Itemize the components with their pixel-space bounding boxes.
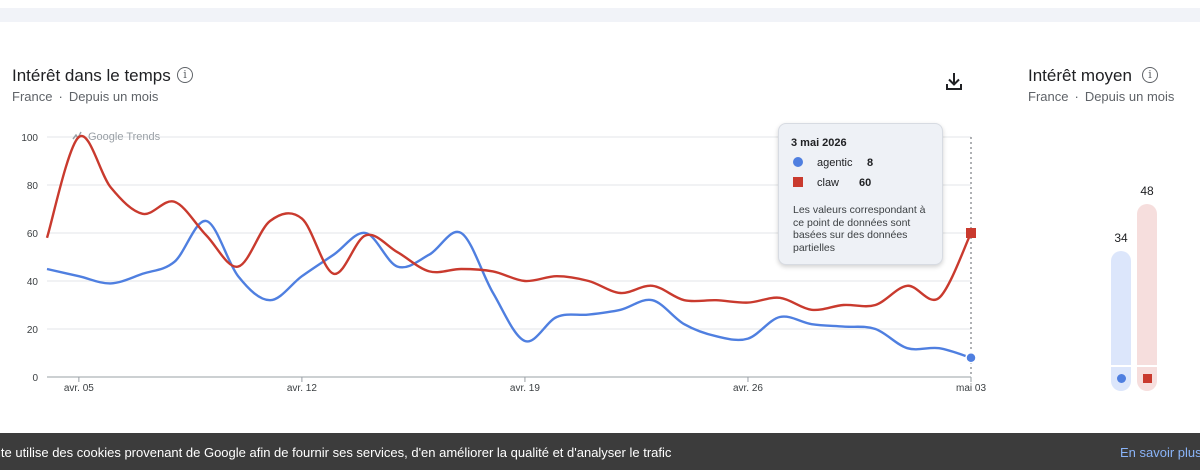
trends-logo-icon [72,131,82,140]
top-band [0,0,1200,22]
series-group [45,134,973,359]
separator: · [1074,89,1079,104]
y-tick-label: 20 [27,325,39,336]
series-line-agentic [46,219,972,359]
interest-over-time-subtitle: France · Depuis un mois [12,89,158,104]
tooltip-value: 8 [867,157,874,169]
x-tick-label: avr. 12 [287,383,317,394]
info-icon[interactable]: i [177,67,193,83]
tooltip-term: claw [817,177,840,189]
hover-point-claw [966,228,976,238]
tooltip-row-claw: claw 60 [793,177,871,189]
tooltip-row-agentic: agentic 8 [793,157,873,169]
period-label: Depuis un mois [1084,89,1175,104]
average-interest-subtitle: France · Depuis un mois [1028,89,1174,104]
average-value: 48 [1140,184,1154,198]
interest-chart: 100 80 60 40 20 0 avr. 05 avr. 12 avr. 19 avr. 2… [21,131,986,394]
region-label: France [1028,89,1069,104]
average-value: 34 [1114,231,1128,245]
cookie-text: ite utilise des cookies provenant de Goo… [0,445,672,460]
average-marker-claw [1143,374,1152,383]
y-tick-label: 80 [27,181,39,192]
x-tick-label: mai 03 [956,383,986,394]
y-tick-label: 60 [27,229,39,240]
x-tick-label: avr. 19 [510,383,540,394]
y-tick-label: 40 [27,277,39,288]
tooltip-value: 60 [859,177,872,189]
hover-markers [965,228,977,364]
separator: · [58,89,63,104]
info-icon[interactable]: i [1142,67,1158,83]
agentic-swatch [793,157,803,167]
cookie-banner: ite utilise des cookies provenant de Goo… [0,433,1200,470]
average-marker-agentic [1117,374,1126,383]
tooltip-note: Les valeurs correspondant à ce point de … [793,204,926,254]
average-bar-claw[interactable] [1137,204,1157,365]
claw-swatch [793,177,803,187]
tooltip-term: agentic [817,157,853,169]
y-tick-label: 100 [21,133,38,144]
average-interest-title: Intérêt moyen [1028,66,1132,85]
top-strip [0,8,1200,22]
tooltip-date: 3 mai 2026 [791,137,847,149]
x-tick-label: avr. 26 [733,383,763,394]
watermark: Google Trends [88,131,161,143]
x-tick-label: avr. 05 [64,383,94,394]
region-label: France [12,89,53,104]
series-line-claw [45,134,973,312]
hover-tooltip: 3 mai 2026 agentic 8 claw 60 Les valeurs… [778,123,943,265]
interest-over-time-title: Intérêt dans le temps [12,66,171,85]
y-tick-label: 0 [32,373,38,384]
average-bar-agentic[interactable] [1111,251,1131,365]
y-axis: 100 80 60 40 20 0 [21,133,38,384]
period-label: Depuis un mois [68,89,159,104]
download-icon[interactable] [942,70,966,94]
hover-point-agentic [965,352,977,364]
x-axis: avr. 05 avr. 12 avr. 19 avr. 26 mai 03 [64,377,986,394]
learn-more-link[interactable]: En savoir plus [1120,445,1200,460]
